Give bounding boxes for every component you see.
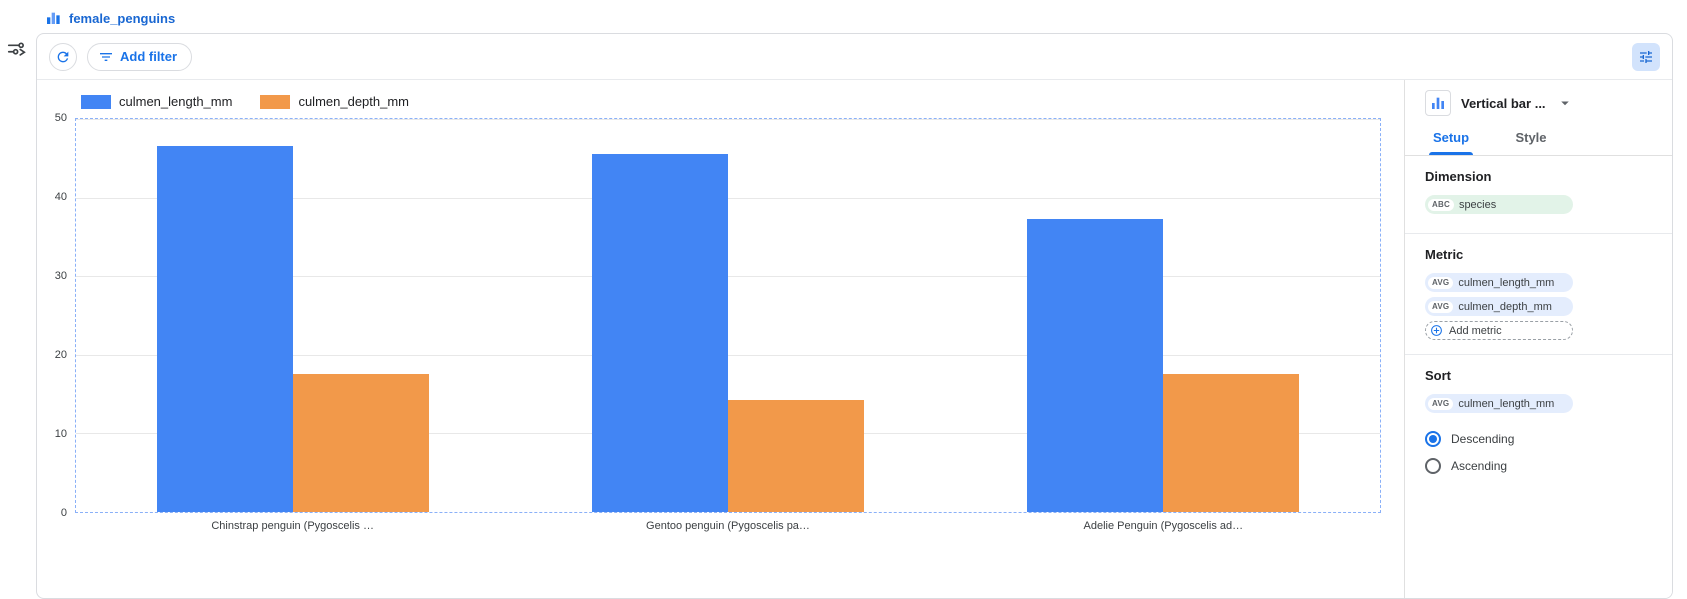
properties-icon (1638, 49, 1654, 65)
legend-item[interactable]: culmen_depth_mm (260, 94, 409, 109)
y-axis-tick-label: 50 (54, 112, 67, 124)
aggregation-badge: AVG (1428, 397, 1454, 410)
field-type-badge: ABC (1428, 198, 1454, 211)
sort-chip-label: culmen_length_mm (1458, 397, 1555, 410)
bar-group (945, 119, 1380, 512)
ascending-label: Ascending (1451, 458, 1508, 473)
add-circle-icon (1430, 324, 1443, 337)
bar-culmen_depth_mm[interactable] (1162, 373, 1299, 512)
dimension-chip-label: species (1458, 198, 1497, 211)
chart-type-icon[interactable] (1425, 90, 1451, 116)
add-filter-label: Add filter (120, 49, 178, 64)
add-metric-label: Add metric (1449, 324, 1502, 337)
sort-ascending-option[interactable]: Ascending (1425, 452, 1652, 479)
dimension-section: Dimension ABC species (1405, 156, 1672, 234)
metric-chip[interactable]: AVG culmen_length_mm (1425, 273, 1573, 292)
sort-field-chip[interactable]: AVG culmen_length_mm (1425, 394, 1573, 413)
dimension-heading: Dimension (1425, 169, 1492, 184)
metric-chip-label: culmen_depth_mm (1458, 300, 1552, 313)
panel-tabs: Setup Style (1405, 124, 1672, 156)
y-axis-tick-label: 0 (60, 507, 67, 519)
tab-setup[interactable]: Setup (1411, 124, 1491, 155)
chart-toolbar: Add filter (37, 34, 1672, 80)
sort-heading: Sort (1425, 368, 1451, 383)
report-logo-icon (45, 10, 61, 26)
refresh-icon (55, 49, 71, 65)
sort-section: Sort AVG culmen_length_mm Descending Asc… (1405, 355, 1672, 493)
gridline (76, 197, 1380, 199)
add-filter-button[interactable]: Add filter (87, 42, 193, 71)
panel-toggle-icon[interactable] (4, 36, 30, 62)
aggregation-badge: AVG (1428, 300, 1454, 313)
chart-type-label: Vertical bar ... (1461, 95, 1546, 111)
y-axis-tick-label: 40 (54, 191, 67, 203)
sort-descending-option[interactable]: Descending (1425, 425, 1652, 452)
bar-culmen_length_mm[interactable] (1026, 218, 1163, 512)
bar-culmen_length_mm[interactable] (157, 145, 294, 512)
chevron-down-icon[interactable] (1556, 94, 1574, 112)
bar-chart-section: culmen_length_mm culmen_depth_mm 0 10 20 30 4… (37, 80, 1404, 598)
report-title-link[interactable]: female_penguins (69, 10, 176, 26)
chart-body: 0 10 20 30 40 50 (45, 112, 1381, 519)
bar-groups (76, 119, 1380, 512)
properties-panel: Vertical bar ... Setup Style Dimension A… (1404, 80, 1672, 598)
bar-culmen_depth_mm[interactable] (728, 400, 865, 512)
radio-descending[interactable] (1425, 430, 1441, 447)
legend-label: culmen_depth_mm (298, 94, 410, 109)
app-header: female_penguins (0, 0, 1687, 30)
add-metric-button[interactable]: Add metric (1425, 321, 1573, 340)
metric-section: Metric AVG culmen_length_mm AVG culmen_d… (1405, 234, 1672, 355)
gridline (76, 119, 1380, 120)
chart-editor-card: Add filter culmen_length_mm culmen_depth_… (36, 33, 1673, 599)
bar-group (511, 119, 946, 512)
sort-order-group: Descending Ascending (1425, 425, 1652, 479)
dimension-chip[interactable]: ABC species (1425, 195, 1573, 214)
y-axis: 0 10 20 30 40 50 (45, 112, 75, 519)
x-axis-category-label: Adelie Penguin (Pygoscelis ad… (1083, 520, 1244, 532)
aggregation-badge: AVG (1428, 276, 1454, 289)
x-axis-category-label: Gentoo penguin (Pygoscelis pa… (646, 520, 810, 532)
legend-swatch (260, 94, 291, 109)
refresh-button[interactable] (49, 42, 77, 71)
chart-type-selector[interactable]: Vertical bar ... (1405, 80, 1672, 124)
legend-item[interactable]: culmen_length_mm (81, 94, 232, 109)
y-axis-tick-label: 30 (54, 270, 67, 282)
x-axis-labels: Chinstrap penguin (Pygoscelis … Gentoo pe… (75, 513, 1381, 532)
descending-label: Descending (1451, 431, 1515, 446)
editor-content: culmen_length_mm culmen_depth_mm 0 10 20 30 4… (37, 80, 1672, 598)
y-axis-tick-label: 10 (54, 428, 67, 440)
metric-chip-label: culmen_length_mm (1458, 276, 1555, 289)
y-axis-tick-label: 20 (54, 349, 67, 361)
bar-culmen_depth_mm[interactable] (293, 373, 430, 512)
bar-culmen_length_mm[interactable] (591, 154, 728, 512)
tab-style[interactable]: Style (1491, 124, 1571, 155)
chart-plot-area[interactable] (75, 118, 1381, 513)
x-axis-category-label: Chinstrap penguin (Pygoscelis … (211, 520, 374, 532)
chart-properties-toggle-button[interactable] (1632, 42, 1660, 71)
legend-label: culmen_length_mm (119, 94, 233, 109)
chart-legend: culmen_length_mm culmen_depth_mm (81, 94, 1381, 109)
gridline (76, 276, 1380, 278)
gridline (76, 354, 1380, 356)
radio-ascending[interactable] (1425, 457, 1441, 474)
bar-group (76, 119, 511, 512)
legend-swatch (81, 94, 111, 109)
filter-icon (98, 49, 114, 65)
metric-heading: Metric (1425, 247, 1464, 262)
metric-chip[interactable]: AVG culmen_depth_mm (1425, 297, 1573, 316)
